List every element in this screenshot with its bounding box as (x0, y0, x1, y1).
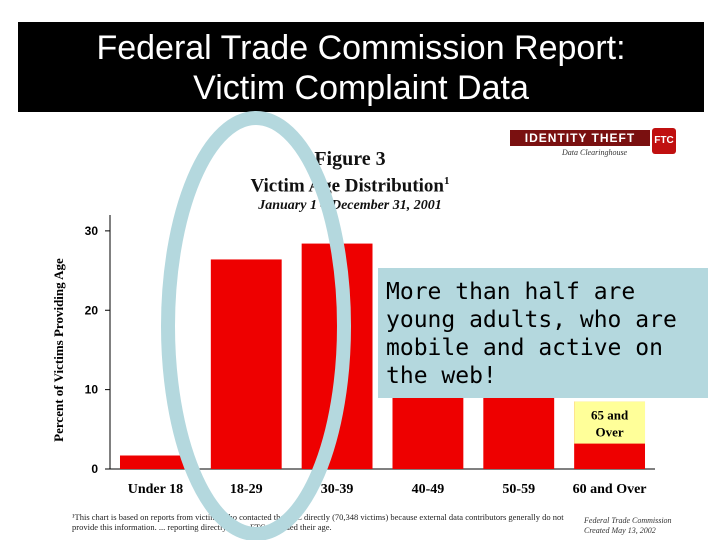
figure-footnote: ¹This chart is based on reports from vic… (72, 512, 564, 532)
segment-label-line-2: Over (596, 425, 624, 440)
credit-line-1: Federal Trade Commission (584, 516, 672, 525)
x-tick-label: 60 and Over (573, 482, 647, 497)
slide-title: Federal Trade Commission Report: Victim … (18, 22, 704, 112)
slide-title-line-2: Victim Complaint Data (193, 69, 529, 107)
callout-box: More than half are young adults, who are… (378, 268, 708, 398)
identity-theft-logo: IDENTITY THEFT Data Clearinghouse FTC (510, 128, 678, 162)
x-tick-label: 40-49 (412, 482, 445, 497)
figure-credit: Federal Trade Commission Created May 13,… (584, 516, 672, 536)
x-tick-label: Under 18 (128, 482, 183, 497)
x-tick-label: 18-29 (230, 482, 263, 497)
bar-18-29 (210, 259, 282, 469)
bar-segment-65-and-over (574, 401, 646, 444)
ftc-badge-icon: FTC (652, 128, 676, 154)
credit-line-2: Created May 13, 2002 (584, 526, 656, 535)
y-tick-label: 0 (91, 462, 98, 476)
y-tick-label: 20 (85, 303, 99, 317)
y-axis-label: Percent of Victims Providing Age (51, 258, 66, 442)
x-tick-label: 30-39 (321, 482, 354, 497)
logo-subtitle: Data Clearinghouse (562, 148, 628, 157)
segment-label-line-1: 65 and (591, 408, 629, 423)
y-tick-label: 30 (85, 224, 99, 238)
logo-banner: IDENTITY THEFT (510, 130, 650, 146)
bar-under-18 (119, 455, 191, 469)
bar-30-39 (301, 243, 373, 469)
x-tick-label: 50-59 (502, 482, 535, 497)
figure-heading-footnote-mark: 1 (444, 175, 450, 187)
y-tick-label: 10 (85, 383, 99, 397)
slide-title-line-1: Federal Trade Commission Report: (96, 29, 626, 67)
